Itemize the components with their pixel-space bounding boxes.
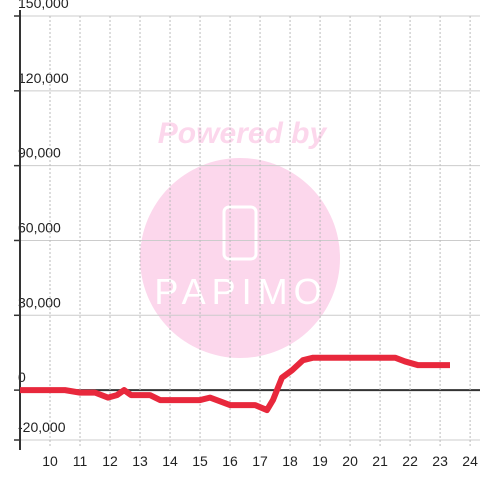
x-tick-label: 19 xyxy=(312,453,328,469)
watermark-text: Powered by xyxy=(158,117,328,150)
x-tick-label: 21 xyxy=(372,453,388,469)
y-tick-label: 90,000 xyxy=(18,145,61,161)
x-tick-label: 15 xyxy=(192,453,208,469)
x-tick-label: 14 xyxy=(162,453,178,469)
watermark-logo: PAPIMO xyxy=(154,271,327,312)
y-tick-label: 30,000 xyxy=(18,294,61,310)
y-tick-label: 0 xyxy=(18,369,26,385)
x-tick-label: 17 xyxy=(252,453,268,469)
x-tick-label: 16 xyxy=(222,453,238,469)
x-tick-label: 12 xyxy=(102,453,118,469)
y-tick-label: -20,000 xyxy=(18,419,66,435)
x-tick-label: 23 xyxy=(432,453,448,469)
watermark-phone xyxy=(222,205,258,261)
x-tick-label: 18 xyxy=(282,453,298,469)
data-line xyxy=(20,354,450,414)
x-tick-label: 11 xyxy=(73,453,88,469)
y-tick-label: 60,000 xyxy=(18,219,61,235)
x-tick-label: 20 xyxy=(342,453,358,469)
x-tick-label: 22 xyxy=(402,453,418,469)
y-tick-label: 120,000 xyxy=(18,70,69,86)
x-tick-label: 10 xyxy=(42,453,58,469)
y-tick-label: 150,000 xyxy=(18,0,69,11)
x-tick-label: 13 xyxy=(132,453,148,469)
x-tick-label: 24 xyxy=(462,453,478,469)
